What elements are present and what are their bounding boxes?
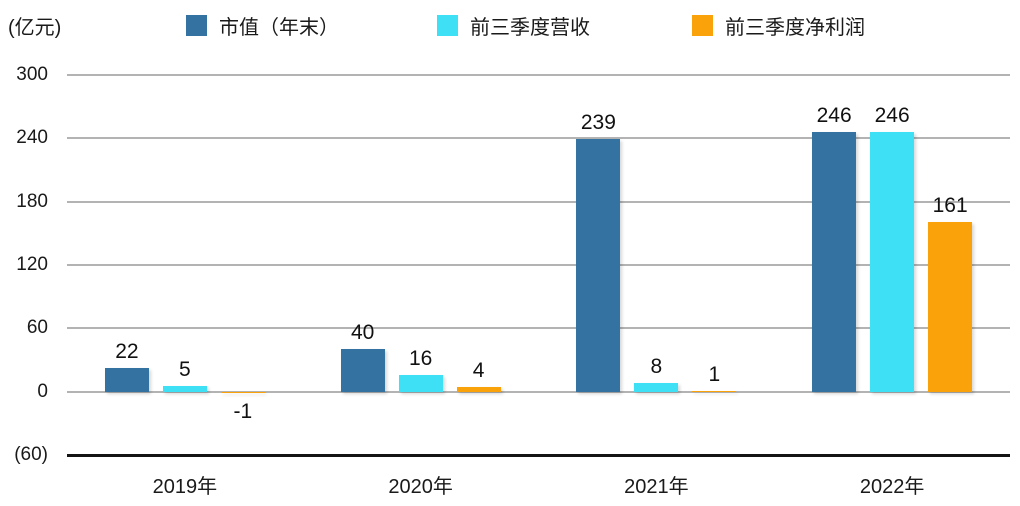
bar-2021年-series-2 — [692, 390, 737, 392]
gridline-180 — [67, 200, 1010, 203]
bar-2019年-series-0 — [104, 368, 149, 392]
legend-swatch-net-profit — [692, 15, 713, 36]
bar-value-label-2022年-series-2: 161 — [932, 193, 968, 217]
y-tick-label-300: 300 — [16, 64, 48, 85]
legend-item-market-cap: 市值（年末） — [186, 11, 339, 40]
y-tick-label-240: 240 — [16, 127, 48, 149]
bar-value-label-2020年-series-1: 16 — [408, 346, 433, 370]
legend-label-revenue: 前三季度营收 — [470, 17, 590, 39]
x-axis-label-2021年: 2021年 — [624, 476, 689, 498]
bar-2021年-series-0 — [576, 139, 621, 392]
y-tick-label-120: 120 — [16, 254, 48, 275]
legend-item-revenue: 前三季度营收 — [437, 11, 590, 40]
legend-swatch-market-cap — [186, 15, 207, 36]
x-axis-line — [67, 453, 1010, 457]
bar-value-label-2021年-series-2: 1 — [708, 362, 721, 386]
bar-value-label-2019年-series-1: 5 — [179, 358, 191, 382]
bar-value-label-2019年-series-2: -1 — [233, 399, 253, 423]
bar-value-label-2022年-series-0: 246 — [816, 104, 852, 127]
bar-2019年-series-1 — [162, 386, 207, 392]
bar-2022年-series-2 — [928, 221, 973, 392]
bar-value-label-2022年-series-1: 246 — [874, 104, 910, 127]
bar-2021年-series-1 — [634, 383, 679, 392]
legend-label-net-profit: 前三季度净利润 — [725, 17, 865, 39]
bar-value-label-2020年-series-0: 40 — [350, 321, 375, 345]
bar-value-label-2019年-series-0: 22 — [115, 340, 139, 364]
y-tick-label-0: 0 — [37, 380, 48, 402]
legend-swatch-revenue — [437, 15, 458, 36]
bar-value-label-2021年-series-1: 8 — [650, 355, 663, 379]
x-axis-label-2020年: 2020年 — [388, 476, 453, 498]
gridline-60 — [67, 327, 1010, 330]
legend-label-market-cap: 市值（年末） — [219, 17, 339, 39]
y-tick-label-180: 180 — [16, 190, 48, 212]
bar-2022年-series-1 — [870, 132, 915, 392]
bar-2022年-series-0 — [812, 132, 857, 392]
y-axis-unit-label: (亿元) — [8, 17, 62, 39]
bar-2020年-series-1 — [398, 374, 443, 392]
bar-value-label-2020年-series-2: 4 — [472, 359, 485, 383]
gridline-240 — [67, 137, 1010, 140]
bar-2019年-series-2 — [220, 391, 265, 393]
x-axis-label-2022年: 2022年 — [859, 476, 925, 498]
x-axis-label-2019年: 2019年 — [152, 476, 218, 498]
y-tick-label-(60): (60) — [14, 444, 48, 465]
legend-item-net-profit: 前三季度净利润 — [692, 11, 865, 40]
gridline-120 — [67, 264, 1010, 266]
gridline-300 — [67, 74, 1010, 76]
bar-2020年-series-0 — [340, 349, 385, 392]
bar-value-label-2021年-series-0: 239 — [580, 111, 616, 135]
y-tick-label-60: 60 — [26, 317, 48, 339]
gridline-0 — [67, 390, 1010, 393]
bar-2020年-series-2 — [456, 387, 501, 392]
